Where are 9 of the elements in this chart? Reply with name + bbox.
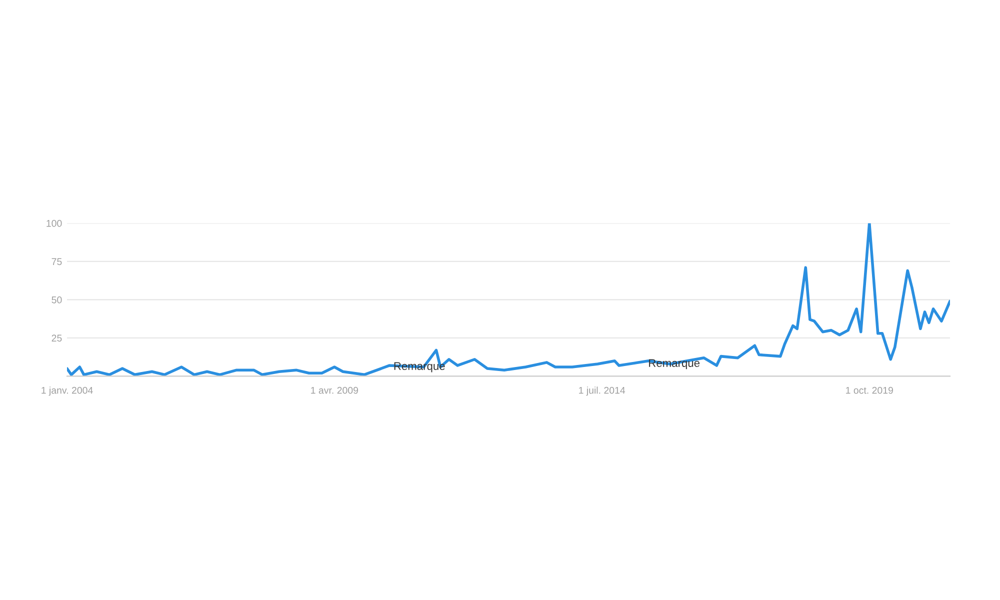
y-tick-label: 100 xyxy=(46,220,62,227)
x-tick-label: 1 janv. 2004 xyxy=(42,386,93,396)
x-tick-label: 1 avr. 2009 xyxy=(311,386,358,394)
x-tick-label: 1 oct. 2019 xyxy=(846,386,893,394)
y-tick-label: 75 xyxy=(52,258,62,266)
line-series xyxy=(67,223,950,376)
y-tick-label: 25 xyxy=(52,334,62,342)
x-tick-label: 1 juil. 2014 xyxy=(579,386,626,396)
y-tick-label: 50 xyxy=(52,296,62,304)
